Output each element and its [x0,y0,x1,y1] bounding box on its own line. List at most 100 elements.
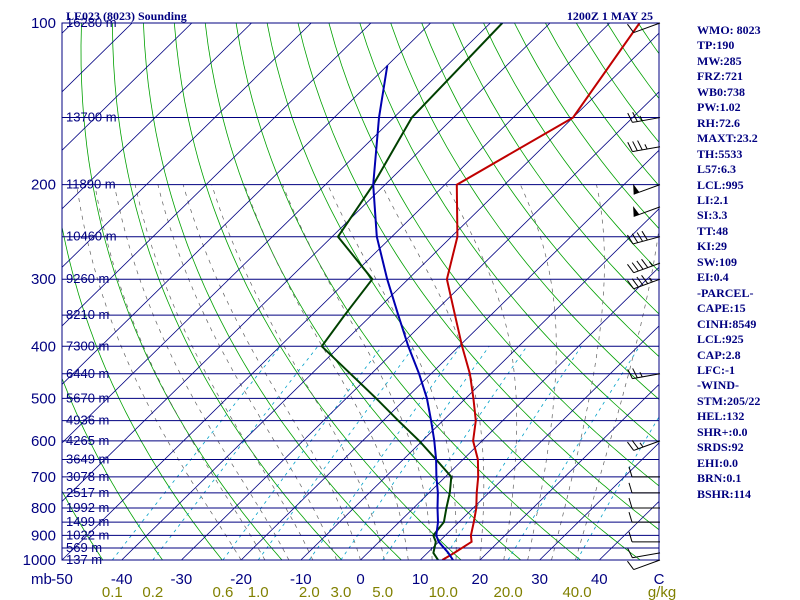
isotherm [62,23,491,444]
parcel-profile [372,65,454,560]
pressure-tick-label: 400 [31,338,56,355]
index-line: L57:6.3 [697,162,736,177]
mixing-ratio-label: 2.0 [299,584,320,600]
pressure-tick-label: 800 [31,500,56,517]
index-line: LI:2.1 [697,192,729,207]
index-line: SHR+:0.0 [697,424,748,439]
isotherm [240,149,659,560]
moist-adiabat [551,184,605,560]
pressure-tick-label: 900 [31,527,56,544]
isotherm [62,23,312,268]
index-line: BRN:0.1 [697,471,742,486]
isotherm [62,23,431,385]
temperature-tick-label: 30 [531,571,548,588]
isotherm [419,325,659,560]
pressure-tick-label: 600 [31,433,56,450]
index-line: MW:285 [697,53,742,68]
wind-barb [628,482,660,494]
index-line: HEL:132 [697,409,745,424]
index-line: -WIND- [697,378,739,393]
background-grid [0,23,659,560]
mixing-ratio-label: 0.2 [142,584,163,600]
mixing-ratio-line [152,346,319,560]
dewpoint-profile [320,23,504,560]
axis-unit-label: mb [31,571,52,588]
temperature-tick-label: 10 [412,571,429,588]
wind-barb [627,140,661,153]
moist-adiabat [520,184,557,560]
wind-barb [627,548,661,559]
plot-frame [61,22,660,561]
moist-adiabat [282,184,433,560]
mixing-ratio-label: 0.1 [102,584,123,600]
wind-barb [633,183,661,195]
height-label: 3649 m [66,452,109,467]
height-label: 4265 m [66,433,109,448]
isotherm [62,23,551,503]
wind-barb [627,368,661,380]
temperature-tick-label: -10 [290,571,312,588]
height-label: 137 m [66,552,102,567]
index-line: BSHR:114 [697,486,752,501]
pressure-tick-label: 500 [31,390,56,407]
height-label: 3078 m [66,469,109,484]
height-label: 4936 m [66,413,109,428]
wind-barb [627,559,661,571]
dry-adiabat [80,23,283,560]
pressure-tick-label: 200 [31,177,56,194]
wind-barb [628,511,660,523]
dry-adiabat [173,23,462,560]
index-line: RH:72.6 [697,115,740,130]
index-line: SRDS:92 [697,440,744,455]
height-label: 10460 m [66,229,117,244]
wind-barbs [627,22,661,571]
moist-adiabat [244,184,409,560]
isotherm [360,266,659,560]
height-label: 5670 m [66,390,109,405]
mixing-ratio-label: g/kg [648,584,676,600]
isotherm [0,23,13,560]
mixing-ratio-label: 40.0 [562,584,591,600]
index-line: WB0:738 [697,84,745,99]
pressure-tick-label: 300 [31,271,56,288]
wind-barb [627,274,661,290]
temperature-tick-label: 40 [591,571,608,588]
mixing-ratio-label: 10.0 [429,584,458,600]
wind-barb [627,258,661,274]
index-line: EI:0.4 [697,270,729,285]
isotherm [62,23,372,327]
temperature-tick-label: -50 [51,571,73,588]
height-label: 2517 m [66,485,109,500]
isotherm [539,442,659,560]
height-label: 13700 m [66,110,117,125]
wind-barb [627,22,661,34]
mixing-ratio-line [340,346,490,560]
wind-barb [627,112,661,123]
index-line: PW:1.02 [697,100,741,115]
mixing-ratio-line [382,346,528,560]
height-label: 1992 m [66,500,109,515]
moist-adiabat [575,226,659,560]
height-label: 1022 m [66,527,109,542]
mixing-ratio-label: 20.0 [493,584,522,600]
index-line: SW:109 [697,254,738,269]
wind-barb [628,497,660,509]
sounding-profiles [320,23,641,560]
dry-adiabat [112,23,342,560]
index-line: EHI:0.0 [697,455,739,470]
index-line: MAXT:23.2 [697,131,758,146]
pressure-tick-label: 700 [31,469,56,486]
height-label: 7300 m [66,338,109,353]
temperature-tick-label: 0 [356,571,364,588]
height-label: 1499 m [66,514,109,529]
mixing-ratio-label: 5.0 [372,584,393,600]
moist-adiabat [157,184,337,560]
height-label: 8210 m [66,307,109,322]
pressure-tick-label: 1000 [23,552,56,569]
temperature-tick-label: -20 [230,571,252,588]
wind-barb [628,466,660,478]
pressure-tick-label: 100 [31,15,56,32]
valid-time: 1200Z 1 MAY 25 [567,9,653,23]
isobar-lines [62,22,659,561]
